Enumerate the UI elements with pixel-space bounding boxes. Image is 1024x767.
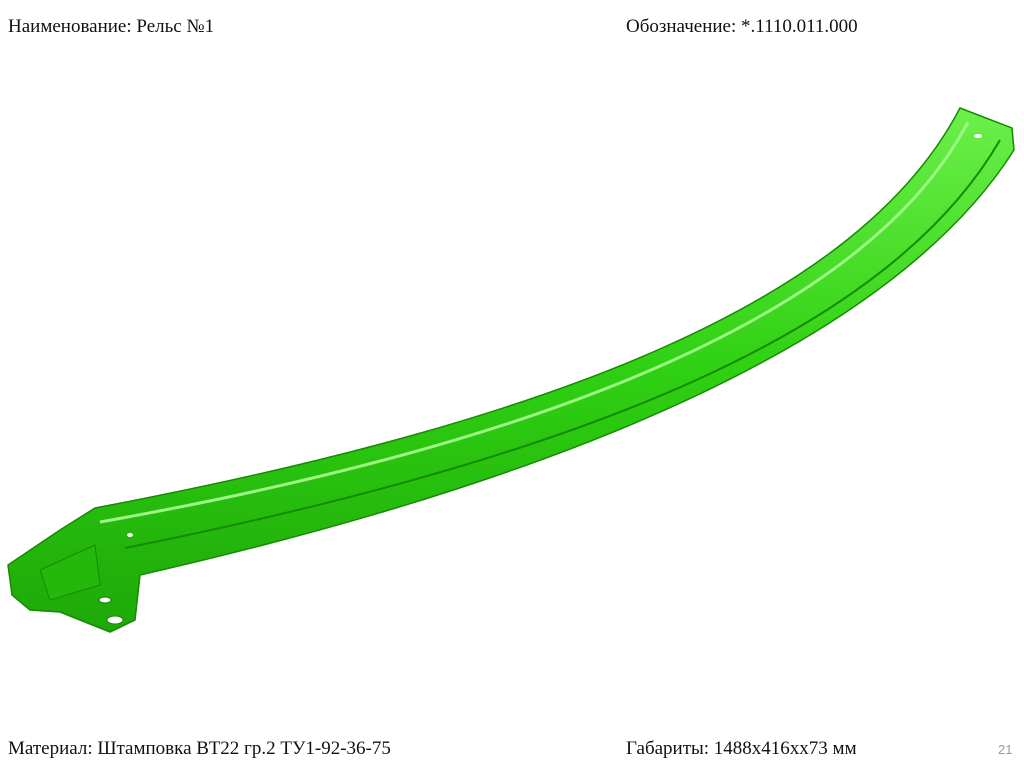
designation: Обозначение: *.1110.011.000 [626,16,858,37]
material: Материал: Штамповка ВТ22 гр.2 ТУ1-92-36-… [8,738,391,759]
name: Наименование: Рельс №1 [8,16,215,37]
dimensions: Габариты: 1488х416хх73 мм [626,738,857,759]
page-number: 21 [998,742,1013,757]
